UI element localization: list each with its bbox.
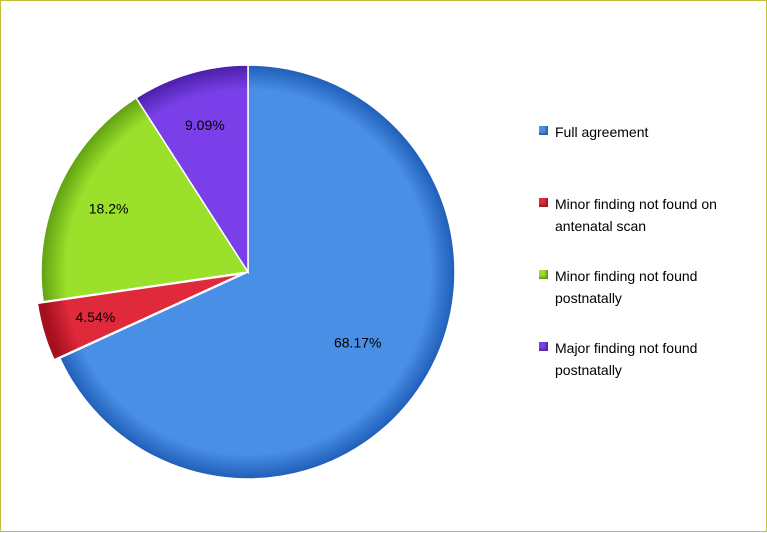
chart-legend: Full agreement Minor finding not found o… <box>539 121 764 409</box>
legend-label-minor-postnatal: Minor finding not found postnatally <box>555 268 698 306</box>
pie-slice-minor-antenatal <box>36 272 243 361</box>
pie-slice-major-postnatal <box>135 64 249 275</box>
legend-item-full-agreement: Full agreement <box>539 121 764 179</box>
legend-label-minor-antenatal: Minor finding not found on antenatal sca… <box>555 196 717 234</box>
data-label-minor-postnatal: 18.2% <box>89 200 129 216</box>
legend-label-major-postnatal: Major finding not found postnatally <box>555 340 698 378</box>
data-label-full-agreement: 68.17% <box>334 334 381 350</box>
pie-slice-full-agreement <box>58 64 456 480</box>
pie-data-labels: 68.17% 4.54% 18.2% 9.09% <box>75 117 381 350</box>
legend-item-minor-antenatal: Minor finding not found on antenatal sca… <box>539 193 764 251</box>
legend-label-full-agreement: Full agreement <box>555 124 649 140</box>
pie-slice-minor-postnatal <box>40 96 250 303</box>
legend-swatch-minor-postnatal <box>539 270 548 279</box>
legend-swatch-major-postnatal <box>539 342 548 351</box>
legend-swatch-full-agreement <box>539 126 548 135</box>
pie-slices <box>36 64 456 480</box>
legend-swatch-minor-antenatal <box>539 198 548 207</box>
legend-item-major-postnatal: Major finding not found postnatally <box>539 337 764 395</box>
data-label-major-postnatal: 9.09% <box>185 117 225 133</box>
data-label-minor-antenatal: 4.54% <box>75 309 115 325</box>
legend-item-minor-postnatal: Minor finding not found postnatally <box>539 265 764 323</box>
